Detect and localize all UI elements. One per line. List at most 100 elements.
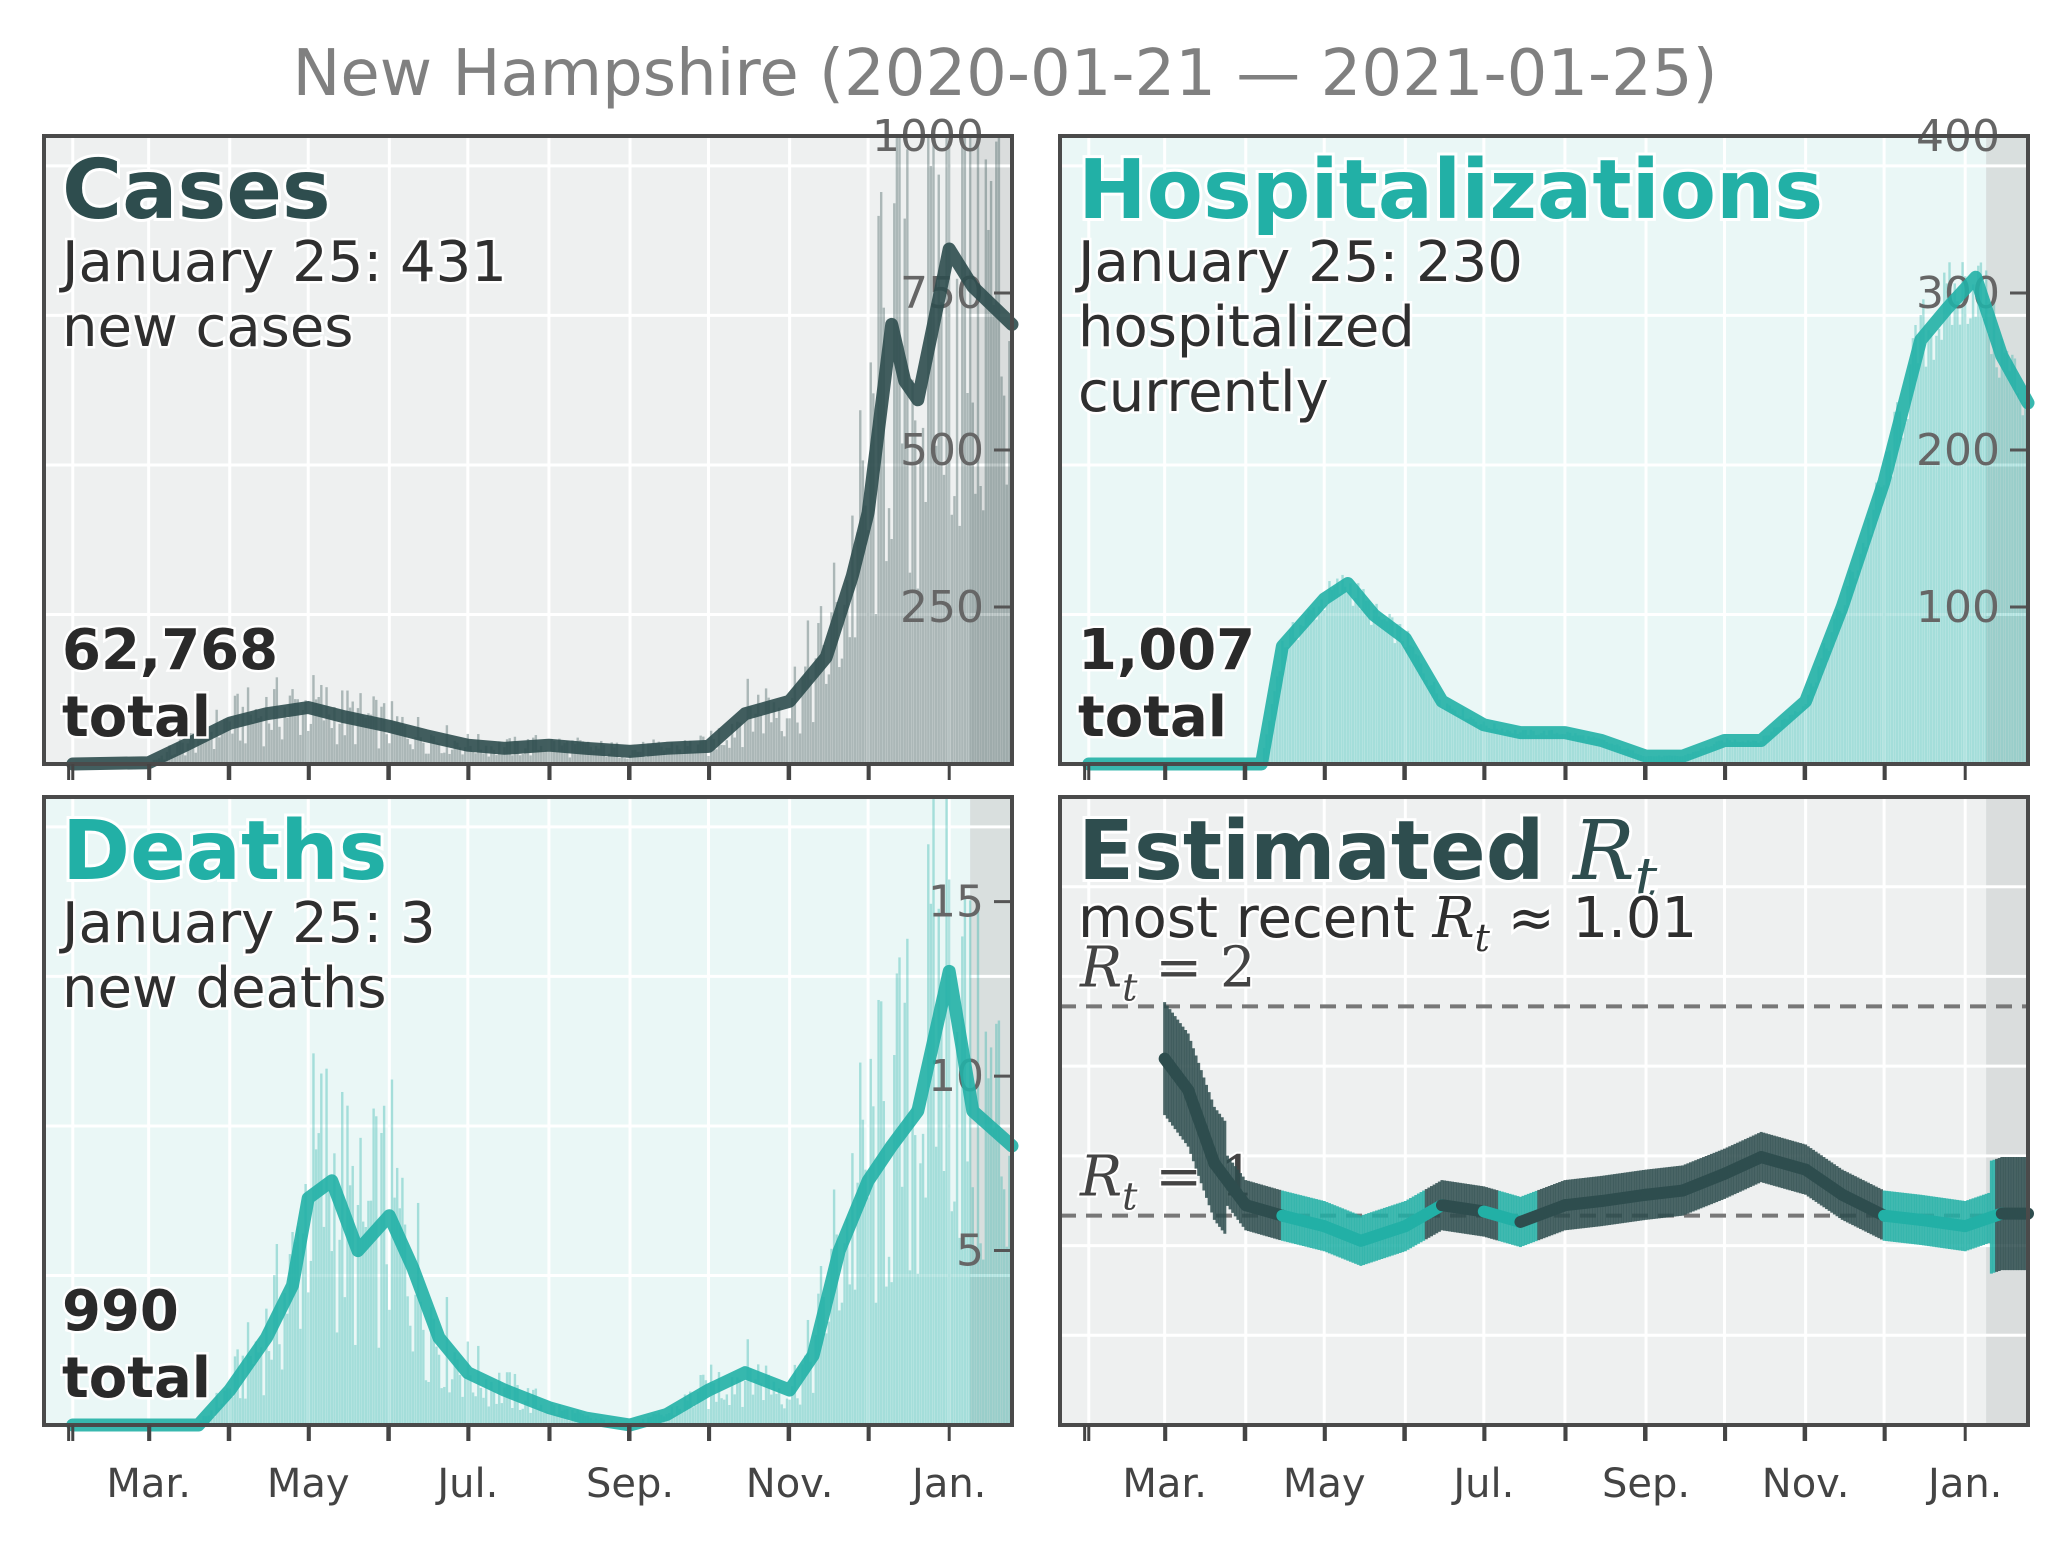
daily-bar <box>830 1248 833 1425</box>
rt-estimate-segment <box>1836 1188 1891 1222</box>
daily-bar <box>1838 611 1841 764</box>
daily-bar <box>746 1339 749 1425</box>
daily-bar <box>798 1404 802 1425</box>
daily-bar <box>1998 377 2001 764</box>
daily-bar <box>777 1388 781 1425</box>
daily-bar <box>304 700 307 764</box>
daily-bar <box>911 1107 914 1425</box>
daily-bar <box>1289 629 1292 764</box>
x-tick-label: Mar. <box>106 1461 191 1507</box>
daily-bar <box>1398 624 1402 764</box>
daily-bar <box>500 754 504 764</box>
daily-bar <box>351 701 354 764</box>
daily-bar <box>675 745 679 764</box>
daily-bar <box>1953 283 1956 764</box>
daily-bar <box>1349 583 1352 764</box>
rt-estimate-segment <box>1354 1220 1412 1247</box>
daily-bar <box>814 658 817 764</box>
daily-bar <box>804 1355 807 1425</box>
daily-bar <box>1357 583 1360 764</box>
daily-bar <box>1472 718 1475 764</box>
daily-bar <box>1807 694 1810 764</box>
panel-subtitle: most recent Rt ≈ 1.01 <box>1078 886 1697 960</box>
daily-bar <box>1778 727 1781 764</box>
daily-bar <box>885 561 888 764</box>
daily-bar <box>275 677 279 764</box>
daily-bar <box>1320 599 1323 764</box>
daily-bar <box>1618 746 1622 764</box>
daily-bar <box>1338 593 1342 764</box>
daily-bar <box>411 1351 415 1425</box>
daily-bar <box>900 443 904 764</box>
daily-bar <box>861 460 865 764</box>
daily-bar <box>741 1406 744 1425</box>
daily-bar <box>1710 746 1713 764</box>
daily-bar <box>1534 734 1538 764</box>
daily-bar <box>257 718 260 764</box>
daily-bar <box>225 718 229 764</box>
daily-bar <box>893 1055 896 1425</box>
daily-bar <box>817 623 820 764</box>
daily-bar <box>1364 600 1368 764</box>
daily-bar <box>1867 518 1870 764</box>
daily-bar <box>1286 646 1289 764</box>
daily-bar <box>1317 606 1321 764</box>
daily-bar <box>173 754 177 764</box>
daily-bar <box>1882 485 1886 764</box>
daily-bar <box>927 844 930 1425</box>
daily-bar <box>1799 710 1802 764</box>
daily-bar <box>409 1325 412 1425</box>
daily-bar <box>273 689 276 764</box>
daily-bar <box>887 508 891 764</box>
daily-bar <box>197 740 200 764</box>
daily-bar <box>940 302 943 764</box>
daily-bar <box>1427 685 1431 764</box>
daily-bar <box>1854 578 1857 764</box>
daily-bar <box>681 1412 684 1425</box>
daily-bar <box>547 751 551 764</box>
daily-bar <box>874 1302 878 1425</box>
daily-bar <box>283 707 286 764</box>
daily-bar <box>492 1391 496 1425</box>
daily-bar <box>1924 366 1928 764</box>
daily-bar <box>997 1020 1001 1425</box>
daily-bar <box>1875 482 1878 764</box>
daily-bar <box>194 752 197 764</box>
daily-bar <box>419 1301 422 1425</box>
daily-bar <box>911 379 914 764</box>
daily-bar <box>1443 708 1446 764</box>
daily-bar <box>191 733 195 764</box>
daily-bar <box>1754 740 1758 764</box>
daily-bar <box>419 737 422 764</box>
daily-bar <box>775 718 778 764</box>
daily-bar <box>1757 742 1760 764</box>
daily-bar <box>1595 737 1598 764</box>
daily-bar <box>296 699 299 764</box>
daily-bar <box>869 1058 872 1425</box>
daily-bar <box>343 1297 347 1425</box>
daily-bar <box>416 716 420 764</box>
daily-bar <box>401 1177 404 1425</box>
daily-bar <box>1579 735 1582 764</box>
daily-bar <box>440 1388 443 1425</box>
daily-bar <box>921 1133 925 1425</box>
daily-bar <box>924 1197 927 1425</box>
daily-bar <box>307 1292 310 1425</box>
panel-title: Deaths <box>62 804 387 899</box>
daily-bar <box>801 676 804 764</box>
daily-bar <box>1448 705 1452 764</box>
daily-bar <box>618 758 621 764</box>
daily-bar <box>1793 711 1797 764</box>
daily-bar <box>395 716 399 764</box>
daily-bar <box>482 753 485 764</box>
daily-bar <box>796 1398 799 1425</box>
daily-bar <box>1391 617 1394 764</box>
daily-bar <box>644 757 647 764</box>
daily-bar <box>341 690 344 764</box>
daily-bar <box>1841 613 1844 764</box>
daily-bar <box>791 1386 794 1425</box>
daily-bar <box>1851 571 1854 764</box>
daily-bar <box>299 734 302 764</box>
daily-bar <box>759 1383 763 1425</box>
